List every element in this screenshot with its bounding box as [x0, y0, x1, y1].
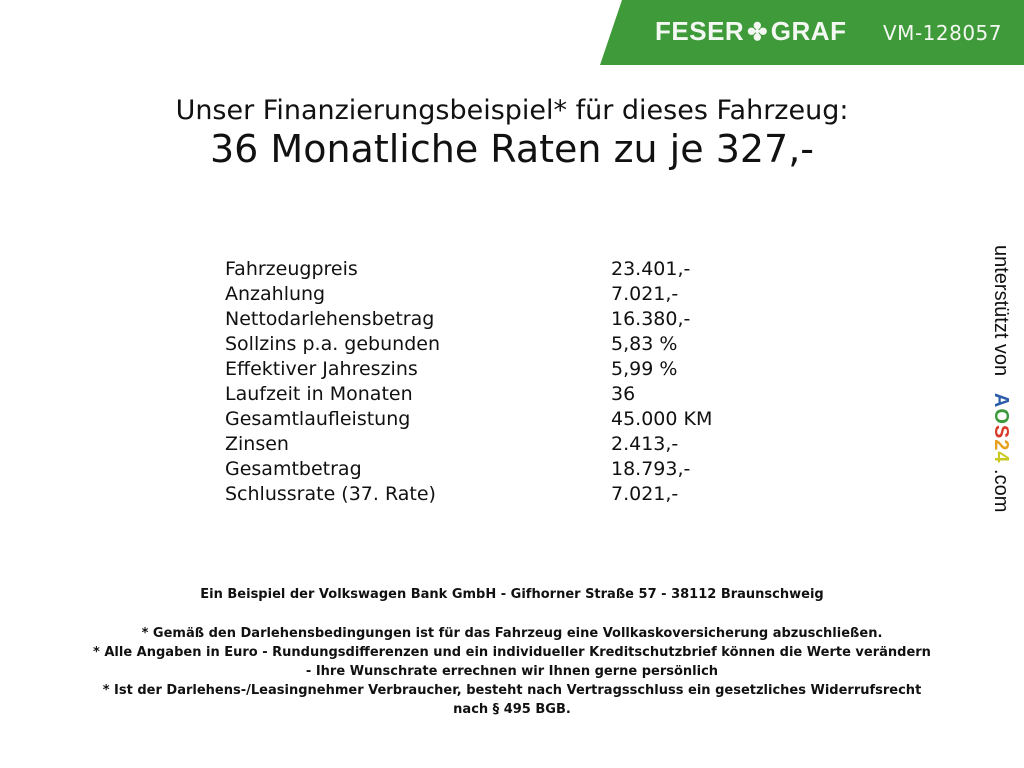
sidebar-credit: unterstützt von AOS24 .com [989, 245, 1012, 525]
row-label: Effektiver Jahreszins [225, 358, 418, 380]
brand-logo: FESER ✤ GRAF [655, 16, 846, 47]
footnote: - Ihre Wunschrate errechnen wir Ihnen ge… [305, 664, 719, 679]
table-row: Fahrzeugpreis 23.401,- [225, 258, 745, 283]
table-row: Schlussrate (37. Rate) 7.021,- [225, 483, 745, 508]
row-label: Zinsen [225, 433, 289, 455]
row-value: 16.380,- [611, 308, 691, 330]
row-value: 7.021,- [611, 283, 679, 305]
clover-icon: ✤ [747, 19, 768, 46]
title-line1: Unser Finanzierungsbeispiel* für dieses … [175, 95, 849, 126]
table-row: Gesamtbetrag 18.793,- [225, 458, 745, 483]
row-value: 36 [611, 383, 636, 405]
brand-right: GRAF [770, 16, 847, 46]
row-value: 5,83 % [611, 333, 678, 355]
footnote: * Gemäß den Darlehensbedingungen ist für… [141, 626, 883, 641]
row-label: Fahrzeugpreis [225, 258, 358, 280]
row-value: 18.793,- [611, 458, 691, 480]
footnote: * Ist der Darlehens-/Leasingnehmer Verbr… [102, 683, 922, 698]
row-label: Schlussrate (37. Rate) [225, 483, 436, 505]
row-value: 23.401,- [611, 258, 691, 280]
footnotes: * Gemäß den Darlehensbedingungen ist für… [0, 624, 1024, 719]
row-value: 7.021,- [611, 483, 679, 505]
row-label: Gesamtlaufleistung [225, 408, 411, 430]
row-label: Anzahlung [225, 283, 326, 305]
table-row: Nettodarlehensbetrag 16.380,- [225, 308, 745, 333]
table-row: Effektiver Jahreszins 5,99 % [225, 358, 745, 383]
brand-left: FESER [655, 16, 745, 46]
footnote: * Alle Angaben in Euro - Rundungsdiffere… [93, 645, 931, 660]
row-label: Sollzins p.a. gebunden [225, 333, 440, 355]
table-row: Zinsen 2.413,- [225, 433, 745, 458]
title-line2: 36 Monatliche Raten zu je 327,- [209, 127, 815, 171]
footnote: nach § 495 BGB. [453, 702, 571, 717]
table-row: Sollzins p.a. gebunden 5,83 % [225, 333, 745, 358]
vehicle-id: VM-128057 [883, 21, 1003, 45]
finance-table: Fahrzeugpreis 23.401,- Anzahlung 7.021,- Net… [225, 258, 745, 508]
table-row: Laufzeit in Monaten 36 [225, 383, 745, 408]
table-row: Gesamtlaufleistung 45.000 KM [225, 408, 745, 433]
row-value: 2.413,- [611, 433, 679, 455]
table-row: Anzahlung 7.021,- [225, 283, 745, 308]
row-label: Gesamtbetrag [225, 458, 362, 480]
row-label: Laufzeit in Monaten [225, 383, 413, 405]
credit-suffix: .com [990, 469, 1012, 513]
row-label: Nettodarlehensbetrag [225, 308, 435, 330]
credit-prefix: unterstützt von [990, 245, 1012, 377]
header-banner [600, 0, 1024, 65]
row-value: 45.000 KM [611, 408, 713, 430]
row-value: 5,99 % [611, 358, 678, 380]
bank-note: Ein Beispiel der Volkswagen Bank GmbH - … [200, 587, 824, 602]
aos24-logo: AOS24 [990, 392, 1012, 464]
